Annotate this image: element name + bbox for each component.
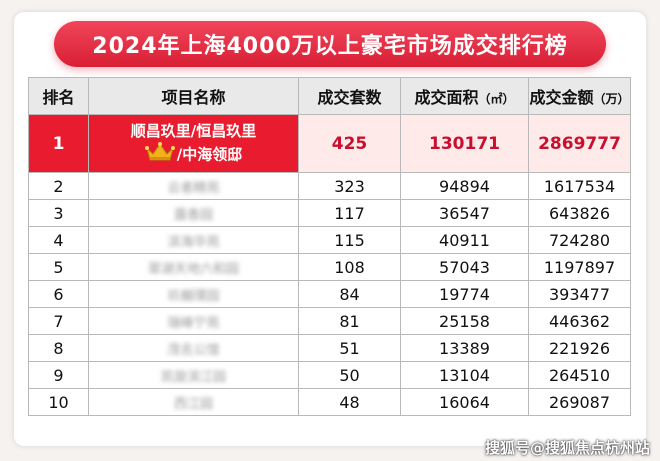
header-amount: 成交金额（万）: [528, 77, 631, 115]
project-name-cell: 云者精苑: [88, 172, 299, 200]
amount-cell: 269087: [528, 388, 631, 416]
project-name-cell: 茂名公馆: [88, 334, 299, 362]
header-amount-unit: （万）: [593, 92, 630, 106]
units-cell: 48: [298, 388, 401, 416]
table-row: 3 露香园 117 36547 643826: [28, 199, 631, 227]
units-cell: 323: [298, 172, 401, 200]
ranking-table: 排名 项目名称 成交套数 成交面积（㎡） 成交金额（万） 1 顺昌玖里/恒昌玖里: [28, 77, 631, 416]
project-name-cell: 瑞峰宁苑: [88, 307, 299, 335]
project-name-text: 西江园: [173, 396, 213, 412]
area-cell: 25158: [400, 307, 529, 335]
table-row: 7 瑞峰宁苑 81 25158 446362: [28, 307, 631, 335]
crown-icon: [144, 141, 175, 168]
area-cell: 13389: [400, 334, 529, 362]
project-name-text: 翠湖天地六和园: [147, 261, 239, 277]
project-name-line2: /中海领邸: [176, 145, 243, 163]
project-name-cell: 露香园: [88, 199, 299, 227]
area-cell: 57043: [400, 253, 529, 281]
table-row-top: 1 顺昌玖里/恒昌玖里 /中海领邸 425 1301: [28, 114, 631, 173]
watermark: 搜狐号@搜狐焦点杭州站: [484, 439, 650, 457]
units-cell: 108: [298, 253, 401, 281]
table-row: 2 云者精苑 323 94894 1617534: [28, 172, 631, 200]
area-cell: 36547: [400, 199, 529, 227]
area-cell: 19774: [400, 280, 529, 308]
table-row: 10 西江园 48 16064 269087: [28, 388, 631, 416]
amount-cell: 446362: [528, 307, 631, 335]
rank-cell: 4: [28, 226, 89, 254]
units-cell: 117: [298, 199, 401, 227]
rank-cell: 10: [28, 388, 89, 416]
amount-cell: 221926: [528, 334, 631, 362]
rank-cell: 6: [28, 280, 89, 308]
header-rank: 排名: [28, 77, 89, 115]
amount-cell: 2869777: [528, 114, 631, 173]
project-name-text: 瑞峰宁苑: [167, 315, 220, 331]
table-row: 9 凯旋滨江园 50 13104 264510: [28, 361, 631, 389]
project-name-cell: 凯旋滨江园: [88, 361, 299, 389]
table-row: 4 滨海华苑 115 40911 724280: [28, 226, 631, 254]
project-name-cell: 西江园: [88, 388, 299, 416]
table-row: 6 玖樾璞园 84 19774 393477: [28, 280, 631, 308]
header-project: 项目名称: [88, 77, 299, 115]
project-name-text: 凯旋滨江园: [160, 369, 226, 385]
project-name-text: 茂名公馆: [167, 342, 220, 358]
project-name-cell: 翠湖天地六和园: [88, 253, 299, 281]
rank-cell: 2: [28, 172, 89, 200]
project-name-text: 玖樾璞园: [167, 288, 220, 304]
project-name-line1: 顺昌玖里/恒昌玖里: [130, 121, 257, 140]
project-name-cell: 玖樾璞园: [88, 280, 299, 308]
header-amount-label: 成交金额: [529, 88, 594, 107]
project-name-cell: 顺昌玖里/恒昌玖里 /中海领邸: [88, 114, 299, 173]
amount-cell: 724280: [528, 226, 631, 254]
project-name-text: 云者精苑: [167, 180, 220, 196]
units-cell: 51: [298, 334, 401, 362]
table-header-row: 排名 项目名称 成交套数 成交面积（㎡） 成交金额（万）: [28, 77, 631, 115]
amount-cell: 393477: [528, 280, 631, 308]
header-area-unit: （㎡）: [478, 92, 515, 106]
project-name-cell: 滨海华苑: [88, 226, 299, 254]
table-row: 8 茂名公馆 51 13389 221926: [28, 334, 631, 362]
rank-cell: 1: [28, 114, 89, 173]
rank-cell: 9: [28, 361, 89, 389]
rank-cell: 5: [28, 253, 89, 281]
area-cell: 40911: [400, 226, 529, 254]
amount-cell: 643826: [528, 199, 631, 227]
amount-cell: 264510: [528, 361, 631, 389]
header-area: 成交面积（㎡）: [400, 77, 529, 115]
project-name-line2-wrap: /中海领邸: [89, 141, 298, 168]
units-cell: 84: [298, 280, 401, 308]
area-cell: 13104: [400, 361, 529, 389]
area-cell: 130171: [400, 114, 529, 173]
area-cell: 16064: [400, 388, 529, 416]
header-area-label: 成交面积: [414, 88, 479, 107]
amount-cell: 1197897: [528, 253, 631, 281]
rank-cell: 8: [28, 334, 89, 362]
amount-cell: 1617534: [528, 172, 631, 200]
rank-cell: 3: [28, 199, 89, 227]
header-units: 成交套数: [298, 77, 401, 115]
page-title: 2024年上海4000万以上豪宅市场成交排行榜: [54, 21, 606, 67]
table-row: 5 翠湖天地六和园 108 57043 1197897: [28, 253, 631, 281]
units-cell: 115: [298, 226, 401, 254]
area-cell: 94894: [400, 172, 529, 200]
project-name-text: 露香园: [173, 207, 213, 223]
units-cell: 50: [298, 361, 401, 389]
project-name-text: 滨海华苑: [167, 234, 220, 250]
units-cell: 425: [298, 114, 401, 173]
rank-cell: 7: [28, 307, 89, 335]
units-cell: 81: [298, 307, 401, 335]
